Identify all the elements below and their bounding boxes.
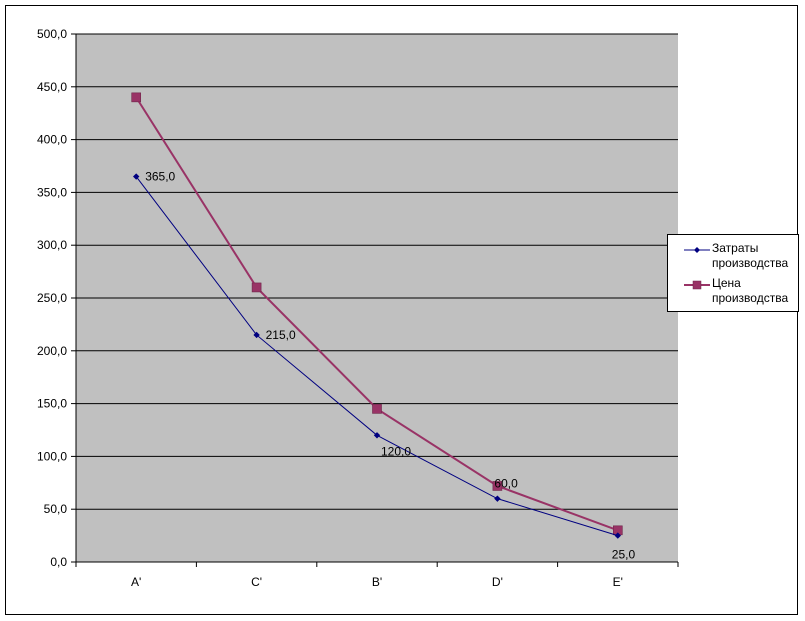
legend-label-line: Цена: [712, 276, 741, 290]
legend-label-line: Затраты: [712, 241, 759, 255]
data-point-marker: [253, 331, 260, 339]
legend-label-series-1: Затраты производства: [712, 241, 788, 271]
x-tick-label: C': [251, 575, 262, 589]
legend-line-marker-2: [684, 280, 710, 290]
data-label: 25,0: [612, 548, 636, 562]
y-tick-label: 400,0: [37, 133, 67, 147]
y-tick-label: 200,0: [37, 344, 67, 358]
legend-line-marker-1: [684, 247, 710, 253]
data-labels: 365,0 215,0 120,0 60,0 25,0: [145, 170, 635, 562]
data-label: 215,0: [266, 328, 296, 342]
data-point-marker: [131, 92, 141, 103]
data-label: 365,0: [145, 170, 175, 184]
y-tick-label: 350,0: [37, 185, 67, 199]
series-layer: [131, 92, 623, 539]
legend-label-line: производства: [712, 256, 789, 270]
legend-label-series-2: Цена производства: [712, 276, 788, 306]
y-tick-label: 500,0: [37, 27, 67, 41]
y-tick-label: 250,0: [37, 291, 67, 305]
data-label: 60,0: [494, 477, 518, 491]
data-point-marker: [494, 495, 501, 502]
legend-item-series-2[interactable]: Цена производства: [668, 276, 798, 311]
legend-label-line: производства: [712, 291, 789, 305]
x-tick-label: E': [613, 575, 623, 589]
legend: Затраты производства Цена производства: [667, 234, 799, 312]
legend-item-series-1[interactable]: Затраты производства: [668, 239, 798, 273]
x-tick-label: A': [131, 575, 141, 589]
y-tick-label: 50,0: [44, 502, 68, 516]
data-point-marker: [251, 282, 262, 293]
x-tick-label: D': [492, 575, 503, 589]
data-point-marker: [373, 432, 381, 439]
y-tick-label: 0,0: [50, 555, 67, 569]
y-tick-label: 450,0: [37, 80, 67, 94]
axes: 0,0 50,0 100,0 150,0 200,0 250,0 300,0 350,0 400…: [37, 27, 679, 589]
y-tick-label: 100,0: [37, 449, 67, 463]
gridlines: [76, 33, 678, 510]
data-point-marker: [133, 173, 140, 180]
data-point-marker: [372, 404, 382, 414]
y-tick-label: 300,0: [37, 238, 67, 252]
data-point-marker: [492, 481, 503, 491]
y-tick-label: 150,0: [37, 397, 67, 411]
data-point-marker: [614, 532, 621, 539]
data-label: 120,0: [381, 444, 411, 458]
x-tick-label: B': [372, 575, 382, 589]
